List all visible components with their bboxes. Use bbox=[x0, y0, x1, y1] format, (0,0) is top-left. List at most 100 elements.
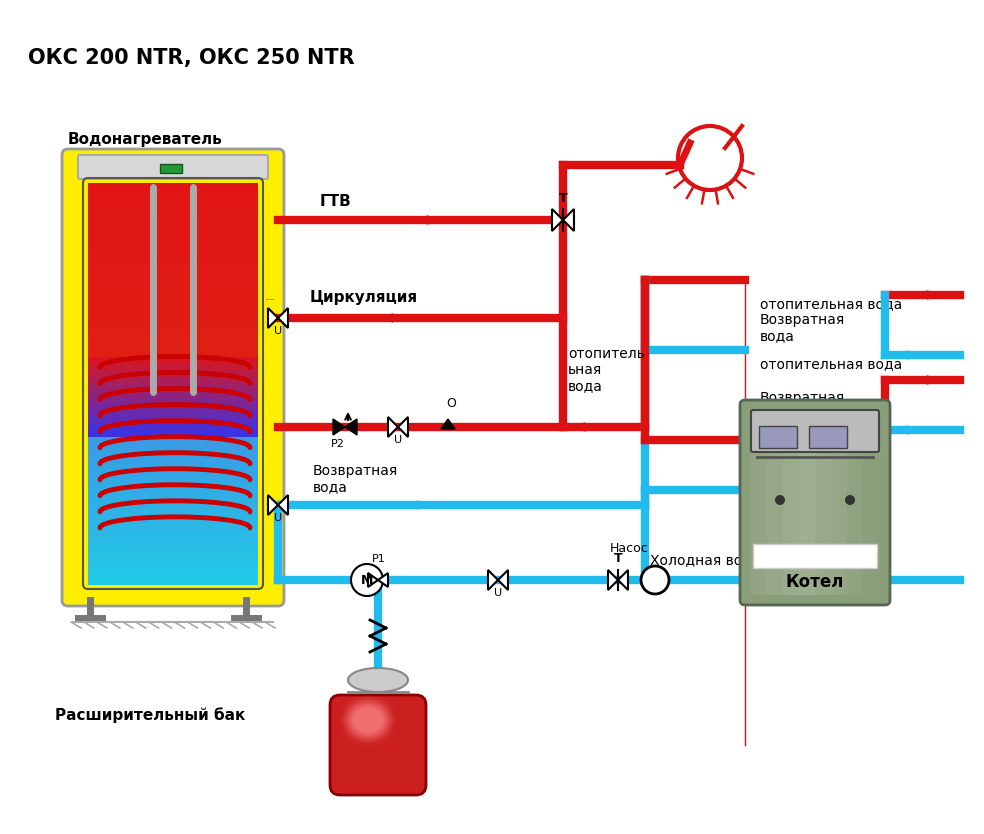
Bar bbox=[88, 464, 258, 471]
Text: P1: P1 bbox=[372, 554, 386, 564]
Polygon shape bbox=[278, 308, 288, 328]
Polygon shape bbox=[345, 419, 357, 435]
Text: Водонагреватель: Водонагреватель bbox=[68, 132, 222, 147]
Bar bbox=[88, 444, 258, 451]
Text: U: U bbox=[274, 513, 282, 523]
Polygon shape bbox=[278, 495, 288, 515]
Text: Циркуляция: Циркуляция bbox=[266, 299, 275, 300]
Bar bbox=[88, 183, 258, 191]
Polygon shape bbox=[368, 573, 378, 587]
Polygon shape bbox=[378, 573, 388, 587]
Text: Возвратная
вода: Возвратная вода bbox=[760, 313, 845, 343]
Bar bbox=[88, 537, 258, 545]
Bar bbox=[88, 250, 258, 258]
Bar bbox=[88, 577, 258, 585]
Ellipse shape bbox=[353, 707, 383, 732]
Text: Возвратная
вода: Возвратная вода bbox=[313, 464, 399, 494]
Polygon shape bbox=[268, 495, 278, 515]
Bar bbox=[88, 377, 258, 384]
Text: Расширительный бак: Расширительный бак bbox=[55, 707, 245, 723]
Bar bbox=[88, 290, 258, 298]
Text: T: T bbox=[559, 192, 568, 205]
Bar bbox=[88, 310, 258, 318]
Bar bbox=[88, 417, 258, 425]
Bar bbox=[831, 410, 847, 595]
Bar bbox=[88, 397, 258, 404]
Text: P2: P2 bbox=[331, 439, 344, 449]
Text: U: U bbox=[494, 588, 502, 598]
Bar bbox=[88, 203, 258, 211]
Bar bbox=[88, 530, 258, 538]
Bar bbox=[88, 510, 258, 518]
Bar bbox=[88, 404, 258, 411]
Ellipse shape bbox=[348, 703, 388, 737]
Bar bbox=[767, 410, 783, 595]
Bar bbox=[88, 370, 258, 378]
Text: O: O bbox=[446, 397, 456, 410]
Bar bbox=[88, 544, 258, 551]
Bar bbox=[88, 344, 258, 351]
Bar bbox=[88, 450, 258, 458]
Bar bbox=[88, 224, 258, 231]
Text: Насос: Насос bbox=[610, 542, 648, 555]
Bar bbox=[88, 324, 258, 331]
Bar bbox=[88, 477, 258, 485]
Bar bbox=[88, 244, 258, 251]
Bar bbox=[88, 564, 258, 571]
Bar bbox=[88, 196, 258, 204]
Bar bbox=[88, 484, 258, 491]
Bar bbox=[160, 164, 182, 173]
Text: отопительная вода: отопительная вода bbox=[760, 297, 902, 311]
Polygon shape bbox=[552, 209, 563, 231]
Polygon shape bbox=[268, 308, 278, 328]
Circle shape bbox=[775, 545, 785, 555]
Bar bbox=[88, 304, 258, 311]
Bar bbox=[88, 497, 258, 505]
Ellipse shape bbox=[350, 705, 386, 736]
Bar bbox=[815, 410, 831, 595]
Ellipse shape bbox=[348, 668, 408, 692]
Bar bbox=[88, 384, 258, 391]
Bar bbox=[809, 426, 847, 448]
Text: отопительная вода: отопительная вода bbox=[760, 357, 902, 371]
Polygon shape bbox=[333, 419, 345, 435]
Text: Котел: Котел bbox=[786, 573, 844, 591]
Bar bbox=[88, 524, 258, 531]
Polygon shape bbox=[388, 417, 398, 437]
Circle shape bbox=[641, 566, 669, 594]
Bar bbox=[88, 357, 258, 364]
Ellipse shape bbox=[347, 701, 389, 738]
Polygon shape bbox=[498, 570, 508, 590]
Bar bbox=[88, 410, 258, 418]
Text: Циркуляция: Циркуляция bbox=[310, 290, 418, 305]
Bar bbox=[88, 550, 258, 558]
Circle shape bbox=[775, 495, 785, 505]
FancyBboxPatch shape bbox=[78, 155, 268, 179]
Ellipse shape bbox=[344, 699, 392, 741]
Text: Холодная вода: Холодная вода bbox=[650, 553, 761, 567]
Bar bbox=[88, 557, 258, 565]
Bar bbox=[753, 544, 877, 568]
Polygon shape bbox=[608, 570, 618, 590]
Bar bbox=[88, 390, 258, 398]
Bar bbox=[88, 230, 258, 238]
Circle shape bbox=[845, 495, 855, 505]
Bar bbox=[88, 570, 258, 578]
Bar bbox=[88, 277, 258, 284]
Bar bbox=[88, 284, 258, 291]
Ellipse shape bbox=[351, 706, 385, 734]
Polygon shape bbox=[398, 417, 408, 437]
Bar bbox=[88, 430, 258, 438]
Ellipse shape bbox=[345, 700, 391, 740]
Bar bbox=[88, 330, 258, 338]
Bar bbox=[88, 237, 258, 244]
Bar bbox=[783, 410, 799, 595]
Polygon shape bbox=[563, 209, 574, 231]
Bar bbox=[88, 437, 258, 445]
Text: T: T bbox=[614, 552, 623, 565]
Circle shape bbox=[351, 564, 383, 596]
Polygon shape bbox=[618, 570, 628, 590]
Bar bbox=[863, 410, 879, 595]
Bar bbox=[88, 270, 258, 278]
Bar bbox=[88, 317, 258, 324]
